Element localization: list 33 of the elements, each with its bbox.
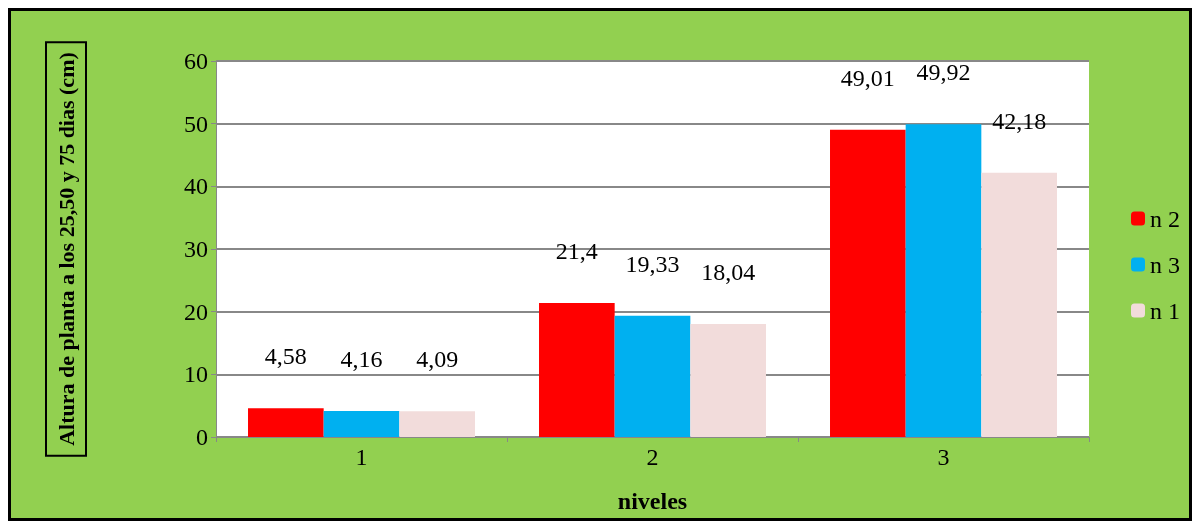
bar [399,411,475,437]
bar [248,408,324,437]
y-tick-label: 50 [184,110,208,137]
bar [614,315,691,437]
data-label: 4,58 [264,343,307,370]
y-tick-label: 10 [184,361,208,388]
data-label: 21,4 [555,237,598,264]
legend-label: n 3 [1150,251,1180,278]
data-label: 19,33 [625,250,680,277]
y-tick-label: 30 [184,236,208,262]
bar [323,410,400,437]
legend-label: n 1 [1150,297,1180,324]
data-label: 49,01 [840,64,895,91]
y-tick-label: 0 [196,424,208,450]
x-tick-label: 1 [355,444,368,470]
bar [690,323,766,437]
bar [981,172,1057,437]
y-tick-label: 60 [184,48,208,74]
bar [830,129,906,437]
bar [905,124,982,437]
legend-label: n 2 [1150,205,1180,232]
x-tick-label: 3 [937,444,950,470]
x-axis-title: niveles [617,488,688,514]
x-tick-label: 2 [646,444,659,470]
data-label: 42,18 [992,107,1047,134]
y-tick-label: 40 [184,173,208,200]
data-label: 4,09 [416,346,459,373]
y-tick-label: 20 [184,298,208,325]
data-label: 4,16 [340,345,383,372]
bar [539,302,615,437]
data-label: 49,92 [916,59,971,86]
y-axis-title: Altura de planta a los 25,50 y 75 dias (cm) [53,52,79,446]
data-label: 18,04 [701,258,756,285]
